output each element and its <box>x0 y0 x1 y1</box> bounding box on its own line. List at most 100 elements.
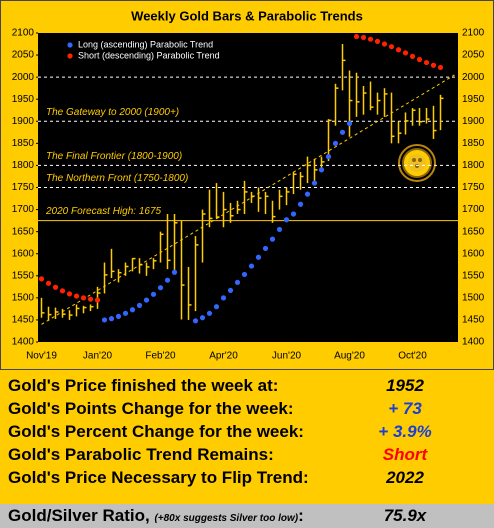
x-tick-label: Jun'20 <box>272 351 302 362</box>
parabolic-dot <box>213 304 220 310</box>
summary-row: Gold's Price Necessary to Flip Trend: 202… <box>0 466 494 489</box>
y2-tick-label: 1600 <box>462 248 485 259</box>
parabolic-dot <box>248 263 255 269</box>
parabolic-dot <box>255 254 262 260</box>
y-tick-label: 2100 <box>12 28 35 39</box>
parabolic-dot <box>395 47 402 53</box>
legend-marker <box>67 53 73 59</box>
parabolic-dot <box>73 293 80 299</box>
legend-marker <box>67 42 73 48</box>
parabolic-dot <box>262 245 269 252</box>
y2-tick-label: 2000 <box>462 72 485 83</box>
y-tick-label: 1800 <box>12 160 35 171</box>
row-label: Gold's Parabolic Trend Remains: <box>8 445 274 464</box>
parabolic-dot <box>234 279 241 286</box>
parabolic-dot <box>94 297 101 303</box>
parabolic-dot <box>388 44 395 50</box>
y-tick-label: 2000 <box>12 72 35 83</box>
y-tick-label: 1600 <box>12 248 35 259</box>
y-tick-label: 1550 <box>12 270 35 281</box>
parabolic-dot <box>122 310 129 316</box>
y-tick-label: 1750 <box>12 182 35 193</box>
x-tick-label: Feb'20 <box>145 351 176 362</box>
y-tick-label: 1450 <box>12 315 35 326</box>
parabolic-dot <box>381 41 388 47</box>
ratio-label: Gold/Silver Ratio, <box>8 506 150 525</box>
y2-tick-label: 1500 <box>462 292 485 303</box>
ratio-note: (+80x suggests Silver too low) <box>154 513 299 524</box>
row-label: Gold's Points Change for the week: <box>8 399 294 418</box>
y2-tick-label: 1450 <box>462 315 485 326</box>
parabolic-dot <box>157 285 164 291</box>
reference-label: The Final Frontier (1800-1900) <box>46 151 182 162</box>
parabolic-dot <box>339 129 346 135</box>
parabolic-dot <box>52 284 59 290</box>
parabolic-dot <box>87 296 94 302</box>
parabolic-dot <box>311 180 318 186</box>
row-value: Short <box>382 445 428 464</box>
parabolic-dot <box>129 307 136 313</box>
parabolic-dot <box>283 217 290 223</box>
y2-tick-label: 1800 <box>462 160 485 171</box>
y2-tick-label: 1650 <box>462 226 485 237</box>
y-tick-label: 2050 <box>12 50 35 61</box>
parabolic-dot <box>290 211 297 217</box>
parabolic-dot <box>143 297 150 303</box>
x-tick-label: Aug'20 <box>334 351 365 362</box>
chart: Weekly Gold Bars & Parabolic Trends 1400… <box>0 0 494 370</box>
reference-label: The Gateway to 2000 (1900+) <box>46 107 179 118</box>
parabolic-dot <box>346 120 353 127</box>
parabolic-dot <box>276 226 283 233</box>
row-value: + 3.9% <box>378 422 432 441</box>
parabolic-dot <box>164 277 171 283</box>
parabolic-dot <box>437 64 444 71</box>
parabolic-dot <box>136 302 143 308</box>
reference-label: 2020 Forecast High: 1675 <box>45 206 162 217</box>
y2-tick-label: 1750 <box>462 182 485 193</box>
ratio-label-group: Gold/Silver Ratio, (+80x suggests Silver… <box>8 506 304 526</box>
x-tick-label: Oct'20 <box>398 351 427 362</box>
reference-label: The Northern Front (1750-1800) <box>46 173 188 184</box>
y-tick-label: 1400 <box>12 337 35 348</box>
summary-row: Gold's Parabolic Trend Remains: Short <box>0 443 494 466</box>
parabolic-dot <box>206 310 213 316</box>
y2-tick-label: 2050 <box>462 50 485 61</box>
parabolic-dot <box>423 59 430 66</box>
row-value: + 73 <box>388 399 422 418</box>
parabolic-dot <box>115 313 122 319</box>
row-label: Gold's Price finished the week at: <box>8 376 279 395</box>
row-value: 1952 <box>386 376 424 395</box>
y2-tick-label: 1400 <box>462 337 485 348</box>
x-tick-label: Apr'20 <box>209 351 238 362</box>
x-tick-label: Nov'19 <box>26 351 57 362</box>
parabolic-dot <box>108 316 115 322</box>
ratio-value: 75.9x <box>383 506 427 525</box>
y2-tick-label: 1700 <box>462 204 485 215</box>
parabolic-dot <box>38 276 45 282</box>
parabolic-dot <box>374 38 381 44</box>
summary-row: Gold's Points Change for the week: + 73 <box>0 397 494 420</box>
row-label: Gold's Percent Change for the week: <box>8 422 304 441</box>
y-tick-label: 1500 <box>12 292 35 303</box>
parabolic-dot <box>269 236 276 242</box>
row-value: 2022 <box>386 468 424 487</box>
parabolic-dot <box>241 271 248 278</box>
parabolic-dot <box>367 36 374 42</box>
y2-tick-label: 1850 <box>462 138 485 149</box>
summary-row: Gold's Percent Change for the week: + 3.9… <box>0 420 494 443</box>
parabolic-dot <box>80 295 87 301</box>
parabolic-dot <box>220 295 227 301</box>
row-label: Gold's Price Necessary to Flip Trend: <box>8 468 309 487</box>
parabolic-dot <box>409 53 416 59</box>
legend-label: Short (descending) Parabolic Trend <box>78 50 220 60</box>
gold-coin-icon <box>398 144 436 182</box>
summary-row: Gold's Price finished the week at: 1952 <box>0 374 494 397</box>
y-tick-label: 1900 <box>12 116 35 127</box>
parabolic-dot <box>430 62 437 68</box>
y2-tick-label: 1950 <box>462 94 485 105</box>
parabolic-dot <box>66 291 73 297</box>
parabolic-dot <box>101 317 108 323</box>
y2-tick-label: 1900 <box>462 116 485 127</box>
y-tick-label: 1700 <box>12 204 35 215</box>
